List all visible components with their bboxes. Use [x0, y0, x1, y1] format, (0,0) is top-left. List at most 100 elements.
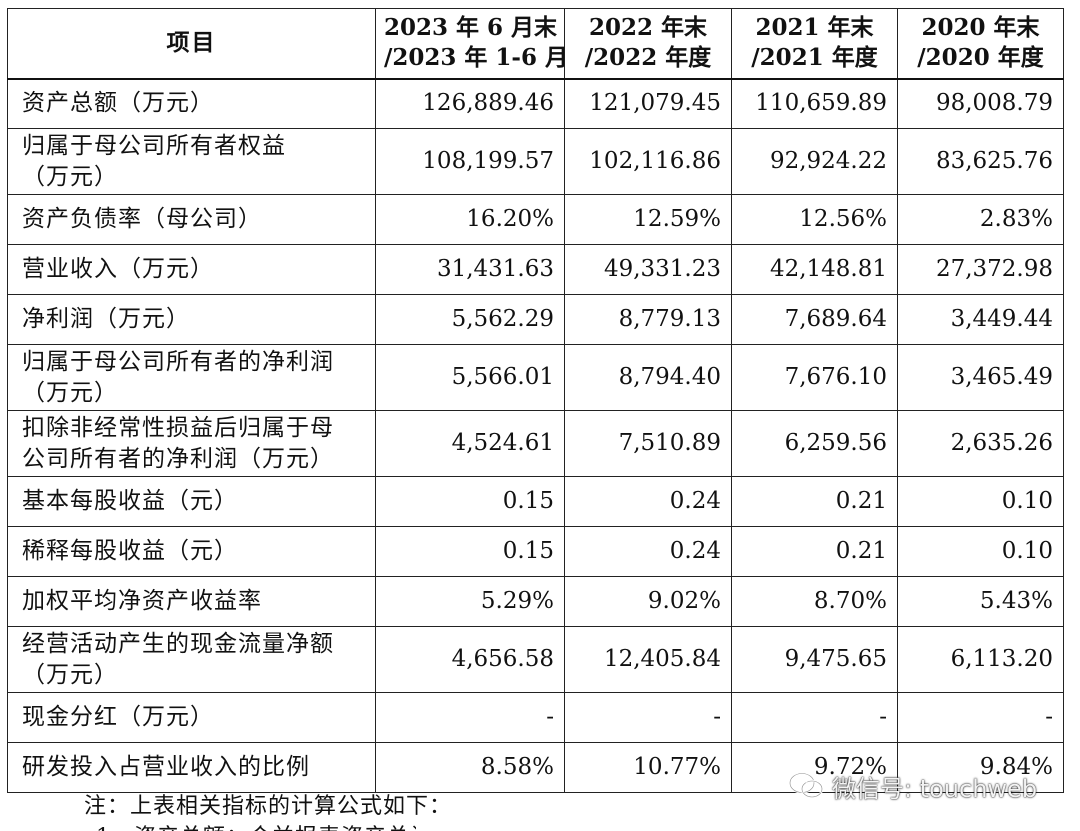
- value-cell: 49,331.23: [564, 244, 732, 295]
- value-cell: 110,659.89: [731, 78, 898, 129]
- financial-indicators-table: 项目 2023 年 6 月末 /2023 年 1-6 月 2022 年末 /20…: [7, 8, 1064, 793]
- row-label-line-2: 公司所有者的净利润（万元）: [22, 445, 334, 472]
- row-label-cell: 现金分红（万元）: [7, 692, 376, 743]
- watermark-text: 微信号: touchweb: [832, 774, 1038, 803]
- value-cell: 0.15: [375, 476, 565, 527]
- value-cell: 126,889.46: [375, 78, 565, 129]
- value-cell: 4,524.61: [375, 410, 565, 477]
- value-cell: 5.29%: [375, 576, 565, 627]
- table-row: 归属于母公司所有者的净利润 （万元） 5,566.01 8,794.40 7,676.1…: [7, 344, 1064, 411]
- table-row: 加权平均净资产收益率 5.29% 9.02% 8.70% 5.43%: [7, 576, 1064, 627]
- header-line-1: 项目: [166, 29, 217, 57]
- row-label-line-1: 研发投入占营业收入的比例: [22, 754, 310, 780]
- value-cell: 27,372.98: [897, 244, 1064, 295]
- table-row: 归属于母公司所有者权益 （万元） 108,199.57 102,116.86 92,92…: [7, 128, 1064, 195]
- table-body: 资产总额（万元） 126,889.46 121,079.45 110,659.89 98…: [7, 78, 1064, 793]
- header-line-2: /2021 年度: [751, 44, 878, 72]
- row-label-line-2: （万元）: [22, 661, 118, 688]
- value-cell: 9,475.65: [731, 626, 898, 693]
- table-row: 资产负债率（母公司） 16.20% 12.59% 12.56% 2.83%: [7, 194, 1064, 245]
- value-cell: 121,079.45: [564, 78, 732, 129]
- value-cell: -: [564, 692, 732, 743]
- table-row: 基本每股收益（元） 0.15 0.24 0.21 0.10: [7, 476, 1064, 527]
- value-cell: -: [375, 692, 565, 743]
- row-label-line-1: 经营活动产生的现金流量净额: [22, 630, 334, 657]
- row-label-line-1: 归属于母公司所有者的净利润: [22, 348, 334, 375]
- value-cell: 0.10: [897, 526, 1064, 577]
- value-cell: 31,431.63: [375, 244, 565, 295]
- row-label-line-1: 基本每股收益（元）: [22, 488, 238, 514]
- table-row: 现金分红（万元） - - - -: [7, 692, 1064, 743]
- value-cell: 7,676.10: [731, 344, 898, 411]
- note-continuation-text: 1、资产总额：合并报表资产总计: [96, 823, 416, 831]
- header-line-1: 2020 年末: [921, 14, 1040, 42]
- header-cell: 2022 年末 /2022 年度: [564, 8, 732, 79]
- row-label-cell: 加权平均净资产收益率: [7, 576, 376, 627]
- header-cell: 项目: [7, 8, 376, 79]
- value-cell: 8,779.13: [564, 294, 732, 345]
- row-label-line-1: 扣除非经常性损益后归属于母: [22, 414, 334, 441]
- row-label-line-1: 归属于母公司所有者权益: [22, 132, 286, 159]
- header-line-1: 2022 年末: [588, 14, 708, 42]
- value-cell: 108,199.57: [375, 128, 565, 195]
- row-label-line-1: 现金分红（万元）: [22, 704, 214, 730]
- row-label-line-1: 稀释每股收益（元）: [22, 538, 238, 564]
- value-cell: 6,259.56: [731, 410, 898, 477]
- value-cell: 3,465.49: [897, 344, 1064, 411]
- value-cell: -: [897, 692, 1064, 743]
- value-cell: 12.59%: [564, 194, 732, 245]
- row-label-cell: 经营活动产生的现金流量净额 （万元）: [7, 626, 376, 693]
- row-label-line-1: 资产负债率（母公司）: [22, 206, 262, 232]
- value-cell: 9.02%: [564, 576, 732, 627]
- value-cell: 4,656.58: [375, 626, 565, 693]
- wechat-icon: [788, 772, 824, 799]
- watermark: 微信号: touchweb: [788, 764, 1037, 808]
- table-row: 稀释每股收益（元） 0.15 0.24 0.21 0.10: [7, 526, 1064, 577]
- value-cell: 5,562.29: [375, 294, 565, 345]
- value-cell: 8,794.40: [564, 344, 732, 411]
- value-cell: 10.77%: [564, 742, 732, 793]
- value-cell: 12,405.84: [564, 626, 732, 693]
- value-cell: 83,625.76: [897, 128, 1064, 195]
- row-label-cell: 资产负债率（母公司）: [7, 194, 376, 245]
- value-cell: 2,635.26: [897, 410, 1064, 477]
- row-label-cell: 扣除非经常性损益后归属于母 公司所有者的净利润（万元）: [7, 410, 376, 477]
- value-cell: 102,116.86: [564, 128, 732, 195]
- value-cell: 16.20%: [375, 194, 565, 245]
- value-cell: 8.70%: [731, 576, 898, 627]
- table-row: 资产总额（万元） 126,889.46 121,079.45 110,659.89 98…: [7, 78, 1064, 129]
- row-label-cell: 归属于母公司所有者权益 （万元）: [7, 128, 376, 195]
- value-cell: 6,113.20: [897, 626, 1064, 693]
- header-cell: 2023 年 6 月末 /2023 年 1-6 月: [375, 8, 568, 79]
- table-row: 研发投入占营业收入的比例 8.58% 10.77% 9.72% 9.84%: [7, 742, 1064, 793]
- value-cell: 5.43%: [897, 576, 1064, 627]
- value-cell: 3,449.44: [897, 294, 1064, 345]
- value-cell: 0.21: [731, 476, 898, 527]
- table-row: 营业收入（万元） 31,431.63 49,331.23 42,148.81 27,37…: [7, 244, 1064, 295]
- header-line-2: /2020 年度: [917, 44, 1044, 72]
- value-cell: 7,689.64: [731, 294, 898, 345]
- row-label-line-1: 加权平均净资产收益率: [22, 588, 262, 614]
- value-cell: 42,148.81: [731, 244, 898, 295]
- table-note-continuation: 1、资产总额：合并报表资产总计: [96, 823, 416, 831]
- value-cell: 9.84%: [897, 742, 1064, 793]
- row-label-cell: 稀释每股收益（元）: [7, 526, 376, 577]
- value-cell: -: [731, 692, 898, 743]
- row-label-line-1: 资产总额（万元）: [22, 90, 214, 117]
- header-row: 项目 2023 年 6 月末 /2023 年 1-6 月 2022 年末 /20…: [7, 8, 1064, 79]
- value-cell: 0.24: [564, 476, 732, 527]
- value-cell: 7,510.89: [564, 410, 732, 477]
- row-label-cell: 研发投入占营业收入的比例: [7, 742, 376, 793]
- row-label-cell: 营业收入（万元）: [7, 244, 376, 295]
- value-cell: 0.24: [564, 526, 732, 577]
- value-cell: 5,566.01: [375, 344, 565, 411]
- value-cell: 92,924.22: [731, 128, 898, 195]
- row-label-cell: 基本每股收益（元）: [7, 476, 376, 527]
- value-cell: 8.58%: [375, 742, 565, 793]
- row-label-line-2: （万元）: [22, 379, 118, 406]
- row-label-line-1: 净利润（万元）: [22, 306, 190, 332]
- header-line-1: 2023 年 6 月末: [384, 14, 558, 42]
- value-cell: 0.15: [375, 526, 565, 577]
- header-line-2: /2022 年度: [584, 44, 712, 72]
- header-cell: 2020 年末 /2020 年度: [897, 8, 1064, 79]
